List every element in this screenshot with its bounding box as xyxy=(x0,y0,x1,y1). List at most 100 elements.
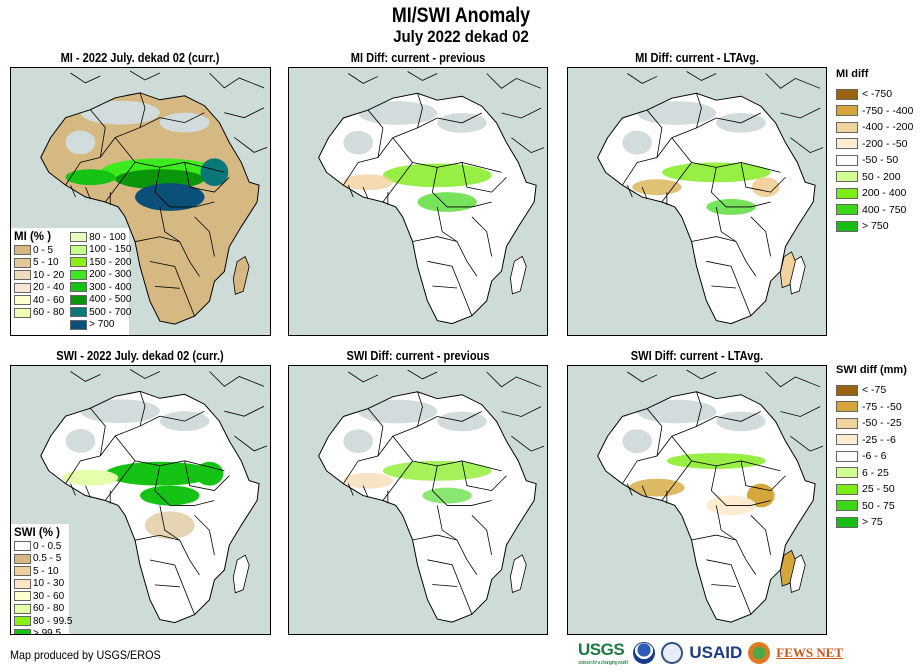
legend-item: 5 - 10 xyxy=(14,257,64,270)
legend-label: 300 - 400 xyxy=(89,281,132,293)
legend-swatch xyxy=(836,500,858,512)
legend-item: 400 - 750 xyxy=(836,202,913,219)
anomaly-region xyxy=(200,158,229,187)
madagascar xyxy=(779,549,796,587)
legend-item: 400 - 500 xyxy=(70,294,131,307)
legend-swatch xyxy=(836,516,858,528)
legend-item: < -750 xyxy=(836,86,913,103)
africa-landmass xyxy=(597,93,816,324)
map-title: MI/SWI Anomaly xyxy=(391,4,531,27)
legend-item: 200 - 400 xyxy=(836,185,913,202)
neighbor-coastline xyxy=(511,435,545,452)
legend-item: 0.5 - 5 xyxy=(14,553,66,566)
legend-item: > 99.5 xyxy=(14,628,66,634)
country-border xyxy=(471,216,493,257)
country-border xyxy=(362,187,369,200)
anomaly-region xyxy=(343,130,374,155)
anomaly-region xyxy=(65,429,96,453)
country-border xyxy=(139,391,146,427)
country-border xyxy=(70,184,76,198)
country-border xyxy=(750,515,772,555)
anomaly-region xyxy=(422,487,472,504)
country-border xyxy=(706,260,752,316)
country-border xyxy=(154,465,215,506)
legend-item: 80 - 99.5 xyxy=(14,615,72,628)
legend-title: SWI diff (mm) xyxy=(836,364,907,376)
legend-label: > 750 xyxy=(862,220,889,233)
map-panel-swi-diff-previous xyxy=(288,365,548,635)
legend-item: < -75 xyxy=(836,382,907,399)
country-border xyxy=(90,109,106,158)
legend-label: 500 - 700 xyxy=(89,306,132,318)
neighbor-coastline xyxy=(686,71,717,81)
legend-item: > 700 xyxy=(70,319,131,332)
africa-map xyxy=(318,71,545,325)
country-border xyxy=(641,485,648,498)
country-border xyxy=(159,505,180,541)
madagascar xyxy=(510,554,527,593)
legend-item: 500 - 700 xyxy=(70,306,131,319)
map-subtitle: July 2022 dekad 02 xyxy=(393,27,529,46)
country-border xyxy=(626,483,633,496)
neighbor-coastline xyxy=(780,107,821,119)
legend-label: 100 - 150 xyxy=(89,244,132,256)
madagascar xyxy=(232,554,250,594)
legend-title: SWI (% ) xyxy=(14,527,60,539)
country-border xyxy=(641,187,648,200)
anomaly-region xyxy=(661,162,771,183)
legend-item: -400 - -200 xyxy=(836,119,913,136)
legend-item: 40 - 60 xyxy=(14,294,64,307)
legend-swatch xyxy=(14,307,31,318)
country-border xyxy=(65,415,161,484)
legend-label: 0 - 0.5 xyxy=(33,540,62,552)
country-border xyxy=(149,559,195,615)
panel-title-mi-diff-ltavg: MI Diff: current - LTAvg. xyxy=(635,50,759,65)
neighbor-coastline xyxy=(70,371,101,382)
usgs-tagline: science for a changing world xyxy=(578,660,628,666)
country-border xyxy=(159,410,205,422)
legend-label: 150 - 200 xyxy=(89,256,132,268)
panel-title-mi-diff-previous: MI Diff: current - previous xyxy=(350,50,486,65)
legend-item: -50 - -25 xyxy=(836,415,907,432)
legend-item: 10 - 20 xyxy=(14,269,64,282)
neighbor-coastline xyxy=(780,406,821,417)
country-border xyxy=(65,117,161,186)
country-border xyxy=(194,515,215,556)
anomaly-region xyxy=(622,130,653,155)
country-border xyxy=(417,391,423,427)
neighbor-coastline xyxy=(129,70,161,81)
anomaly-region xyxy=(632,179,682,196)
legend-swatch xyxy=(14,257,31,268)
neighbor-coastline xyxy=(234,435,268,452)
legend-swatch xyxy=(836,204,858,216)
legend-item: -25 - -6 xyxy=(836,432,907,449)
panel-title-swi-current: SWI - 2022 July. dekad 02 (curr.) xyxy=(56,348,224,363)
legend-item: 0 - 5 xyxy=(14,244,64,257)
africa-landmass xyxy=(40,92,260,325)
country-border xyxy=(427,559,473,615)
anomaly-region xyxy=(135,183,205,211)
coastline xyxy=(597,92,816,325)
anomaly-region xyxy=(622,429,653,454)
anomaly-layer xyxy=(622,101,802,290)
legend-swatch xyxy=(14,245,31,256)
legend-title: MI diff xyxy=(836,68,869,80)
country-border xyxy=(362,485,369,498)
neighbor-coastline xyxy=(765,73,821,89)
africa-landmass xyxy=(40,391,260,623)
country-border xyxy=(114,435,225,472)
usgs-logo: USGS science for a changing world xyxy=(578,640,628,666)
anomaly-region xyxy=(195,461,224,486)
neighbor-coastline xyxy=(486,73,542,89)
legend-swatch xyxy=(14,270,31,281)
legend-swatch xyxy=(836,401,858,413)
legend-item: 50 - 200 xyxy=(836,169,913,186)
anomaly-layer xyxy=(343,101,492,212)
anomaly-region xyxy=(343,472,393,489)
country-border xyxy=(154,167,215,208)
madagascar xyxy=(779,251,796,289)
legend-swatch xyxy=(836,434,858,446)
legend-item: 200 - 300 xyxy=(70,269,131,282)
legend-label: 60 - 80 xyxy=(33,307,65,319)
